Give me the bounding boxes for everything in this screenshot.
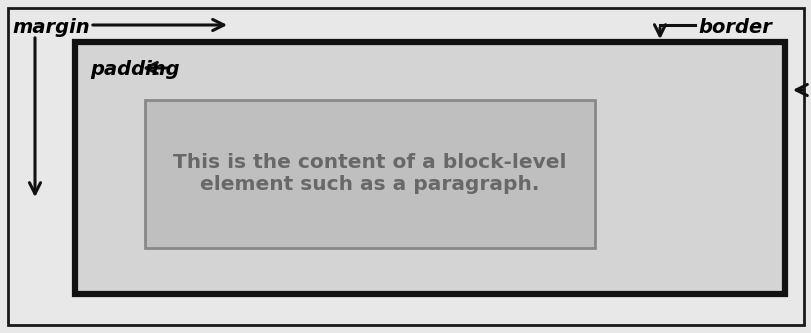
Text: margin: margin <box>12 18 89 37</box>
Text: padding: padding <box>90 60 179 79</box>
Text: border: border <box>697 18 771 37</box>
Bar <box>145 100 594 248</box>
Bar <box>75 42 784 294</box>
Text: This is the content of a block-level
element such as a paragraph.: This is the content of a block-level ele… <box>173 154 566 194</box>
